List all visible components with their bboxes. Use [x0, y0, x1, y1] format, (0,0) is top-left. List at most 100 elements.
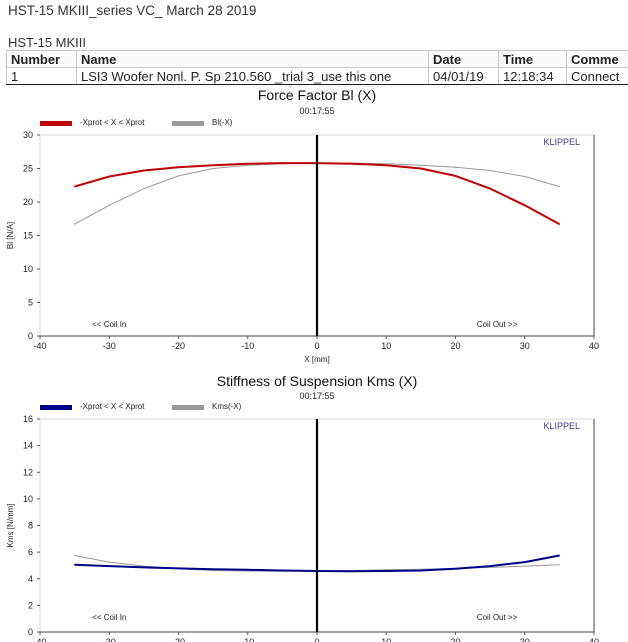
coil-in-annotation: << Coil In: [92, 320, 126, 329]
x-tick-label-7: 30: [520, 341, 530, 351]
series-1-point-5: [247, 164, 249, 166]
column-header-date[interactable]: Date: [428, 50, 499, 68]
x-tick-label-4: 0: [314, 637, 319, 642]
y-tick-label-7: 14: [23, 441, 33, 451]
series-0-point-3: [177, 166, 180, 168]
series-1-point-10: [420, 568, 422, 570]
y-tick-label-6: 30: [23, 130, 33, 140]
series-0-point-0: [74, 185, 76, 188]
x-tick-label-7: 30: [520, 637, 530, 642]
coil-out-annotation: Coil Out >>: [477, 613, 518, 622]
cell-number: 1: [6, 67, 77, 85]
legend-label-0: -Xprot < X < Xprot: [80, 118, 145, 127]
y-axis-label: Kms [N/mm]: [6, 504, 15, 548]
series-1-point-4: [212, 167, 214, 170]
cell-date: 04/01/19: [428, 67, 499, 85]
x-tick-label-1: -30: [103, 637, 116, 642]
column-header-name[interactable]: Name: [76, 50, 429, 68]
series-1-point-14: [558, 564, 560, 566]
series-1-point-3: [177, 175, 180, 177]
x-tick-label-8: 40: [589, 637, 599, 642]
x-tick-label-4: 0: [314, 341, 319, 351]
series-1-point-13: [524, 565, 526, 567]
legend-swatch-0: [40, 405, 72, 410]
series-0-point-6: [281, 569, 283, 572]
series-0-point-4: [212, 164, 214, 166]
series-0-point-6: [281, 162, 283, 164]
series-0-point-14: [558, 554, 560, 557]
series-0-point-1: [108, 175, 110, 178]
y-tick-label-2: 4: [28, 574, 33, 584]
y-tick-label-1: 5: [28, 298, 33, 308]
series-0-point-13: [524, 204, 526, 206]
y-tick-label-8: 16: [23, 414, 33, 424]
legend-swatch-1: [172, 121, 204, 126]
series-0-point-11: [454, 175, 457, 177]
series-0-point-5: [247, 163, 249, 165]
series-1-point-13: [524, 175, 526, 178]
series-1-point-12: [489, 566, 491, 569]
klippel-label: KLIPPEL: [543, 421, 580, 431]
chart-subtitle: 00:17:55: [299, 391, 334, 401]
column-header-time[interactable]: Time: [498, 50, 567, 68]
series-1-point-1: [108, 204, 110, 206]
x-tick-label-3: -10: [241, 637, 254, 642]
series-1-point-11: [454, 166, 457, 168]
series-0-point-14: [558, 223, 560, 225]
series-0-point-10: [420, 167, 422, 170]
x-tick-label-0: -40: [33, 637, 46, 642]
column-header-number[interactable]: Number: [6, 50, 77, 68]
series-0-point-2: [143, 169, 145, 172]
stiffness-chart: Stiffness of Suspension Kms (X) 00:17:55 -…: [6, 373, 599, 642]
coil-in-annotation: << Coil In: [92, 613, 126, 622]
cell-comment: Connect: [566, 67, 628, 85]
chart-title: Stiffness of Suspension Kms (X): [217, 373, 418, 389]
series-1-point-0: [74, 554, 76, 557]
series-0-point-3: [177, 567, 180, 569]
y-tick-label-3: 15: [23, 231, 33, 241]
cell-name: LSI3 Woofer Nonl. P. Sp 210.560 _trial 3…: [76, 67, 429, 85]
report-title: HST-15 MKIII_series VC_ March 28 2019: [8, 3, 257, 18]
x-tick-label-0: -40: [33, 341, 46, 351]
series-0-point-8: [351, 570, 353, 572]
y-tick-label-4: 8: [28, 521, 33, 531]
series-0-point-0: [74, 564, 76, 566]
chart-title: Force Factor Bl (X): [258, 87, 376, 103]
series-0-point-9: [385, 164, 387, 166]
series-0-point-4: [212, 568, 214, 570]
series-0-point-12: [489, 188, 491, 190]
x-axis-label: X [mm]: [304, 355, 329, 364]
y-tick-label-0: 0: [28, 627, 33, 637]
series-1-point-9: [385, 163, 387, 165]
x-tick-label-5: 10: [381, 637, 391, 642]
series-1-point-2: [143, 188, 145, 190]
x-tick-label-6: 20: [450, 341, 460, 351]
legend-label-0: -Xprot < X < Xprot: [80, 402, 145, 411]
series-0-point-8: [351, 163, 353, 165]
coil-out-annotation: Coil Out >>: [477, 320, 518, 329]
x-tick-label-2: -20: [172, 341, 185, 351]
series-0-point-1: [108, 565, 110, 567]
series-1-point-1: [108, 561, 110, 563]
legend-swatch-0: [40, 121, 72, 126]
measurement-table: Number Name Date Time Comme 1 LSI3 Woofe…: [6, 50, 628, 85]
series-0-point-2: [143, 566, 145, 569]
table-row[interactable]: 1 LSI3 Woofer Nonl. P. Sp 210.560 _trial…: [6, 67, 628, 85]
legend-label-1: Kms(-X): [212, 402, 242, 411]
y-axis-label: Bl [N/A]: [6, 222, 15, 249]
y-tick-label-1: 2: [28, 600, 33, 610]
klippel-label: KLIPPEL: [543, 137, 580, 147]
x-tick-label-1: -30: [103, 341, 116, 351]
series-1-point-12: [489, 169, 491, 172]
report-subtitle: HST-15 MKIII: [8, 35, 87, 50]
chart-subtitle: 00:17:55: [299, 106, 334, 116]
x-tick-label-5: 10: [381, 341, 391, 351]
y-tick-label-5: 25: [23, 164, 33, 174]
y-tick-label-5: 10: [23, 494, 33, 504]
legend-label-1: Bl(-X): [212, 118, 233, 127]
x-tick-label-3: -10: [241, 341, 254, 351]
series-1-point-10: [420, 164, 422, 166]
column-header-comment[interactable]: Comme: [566, 50, 628, 68]
series-0-point-5: [247, 569, 249, 571]
series-0-point-11: [454, 568, 457, 570]
